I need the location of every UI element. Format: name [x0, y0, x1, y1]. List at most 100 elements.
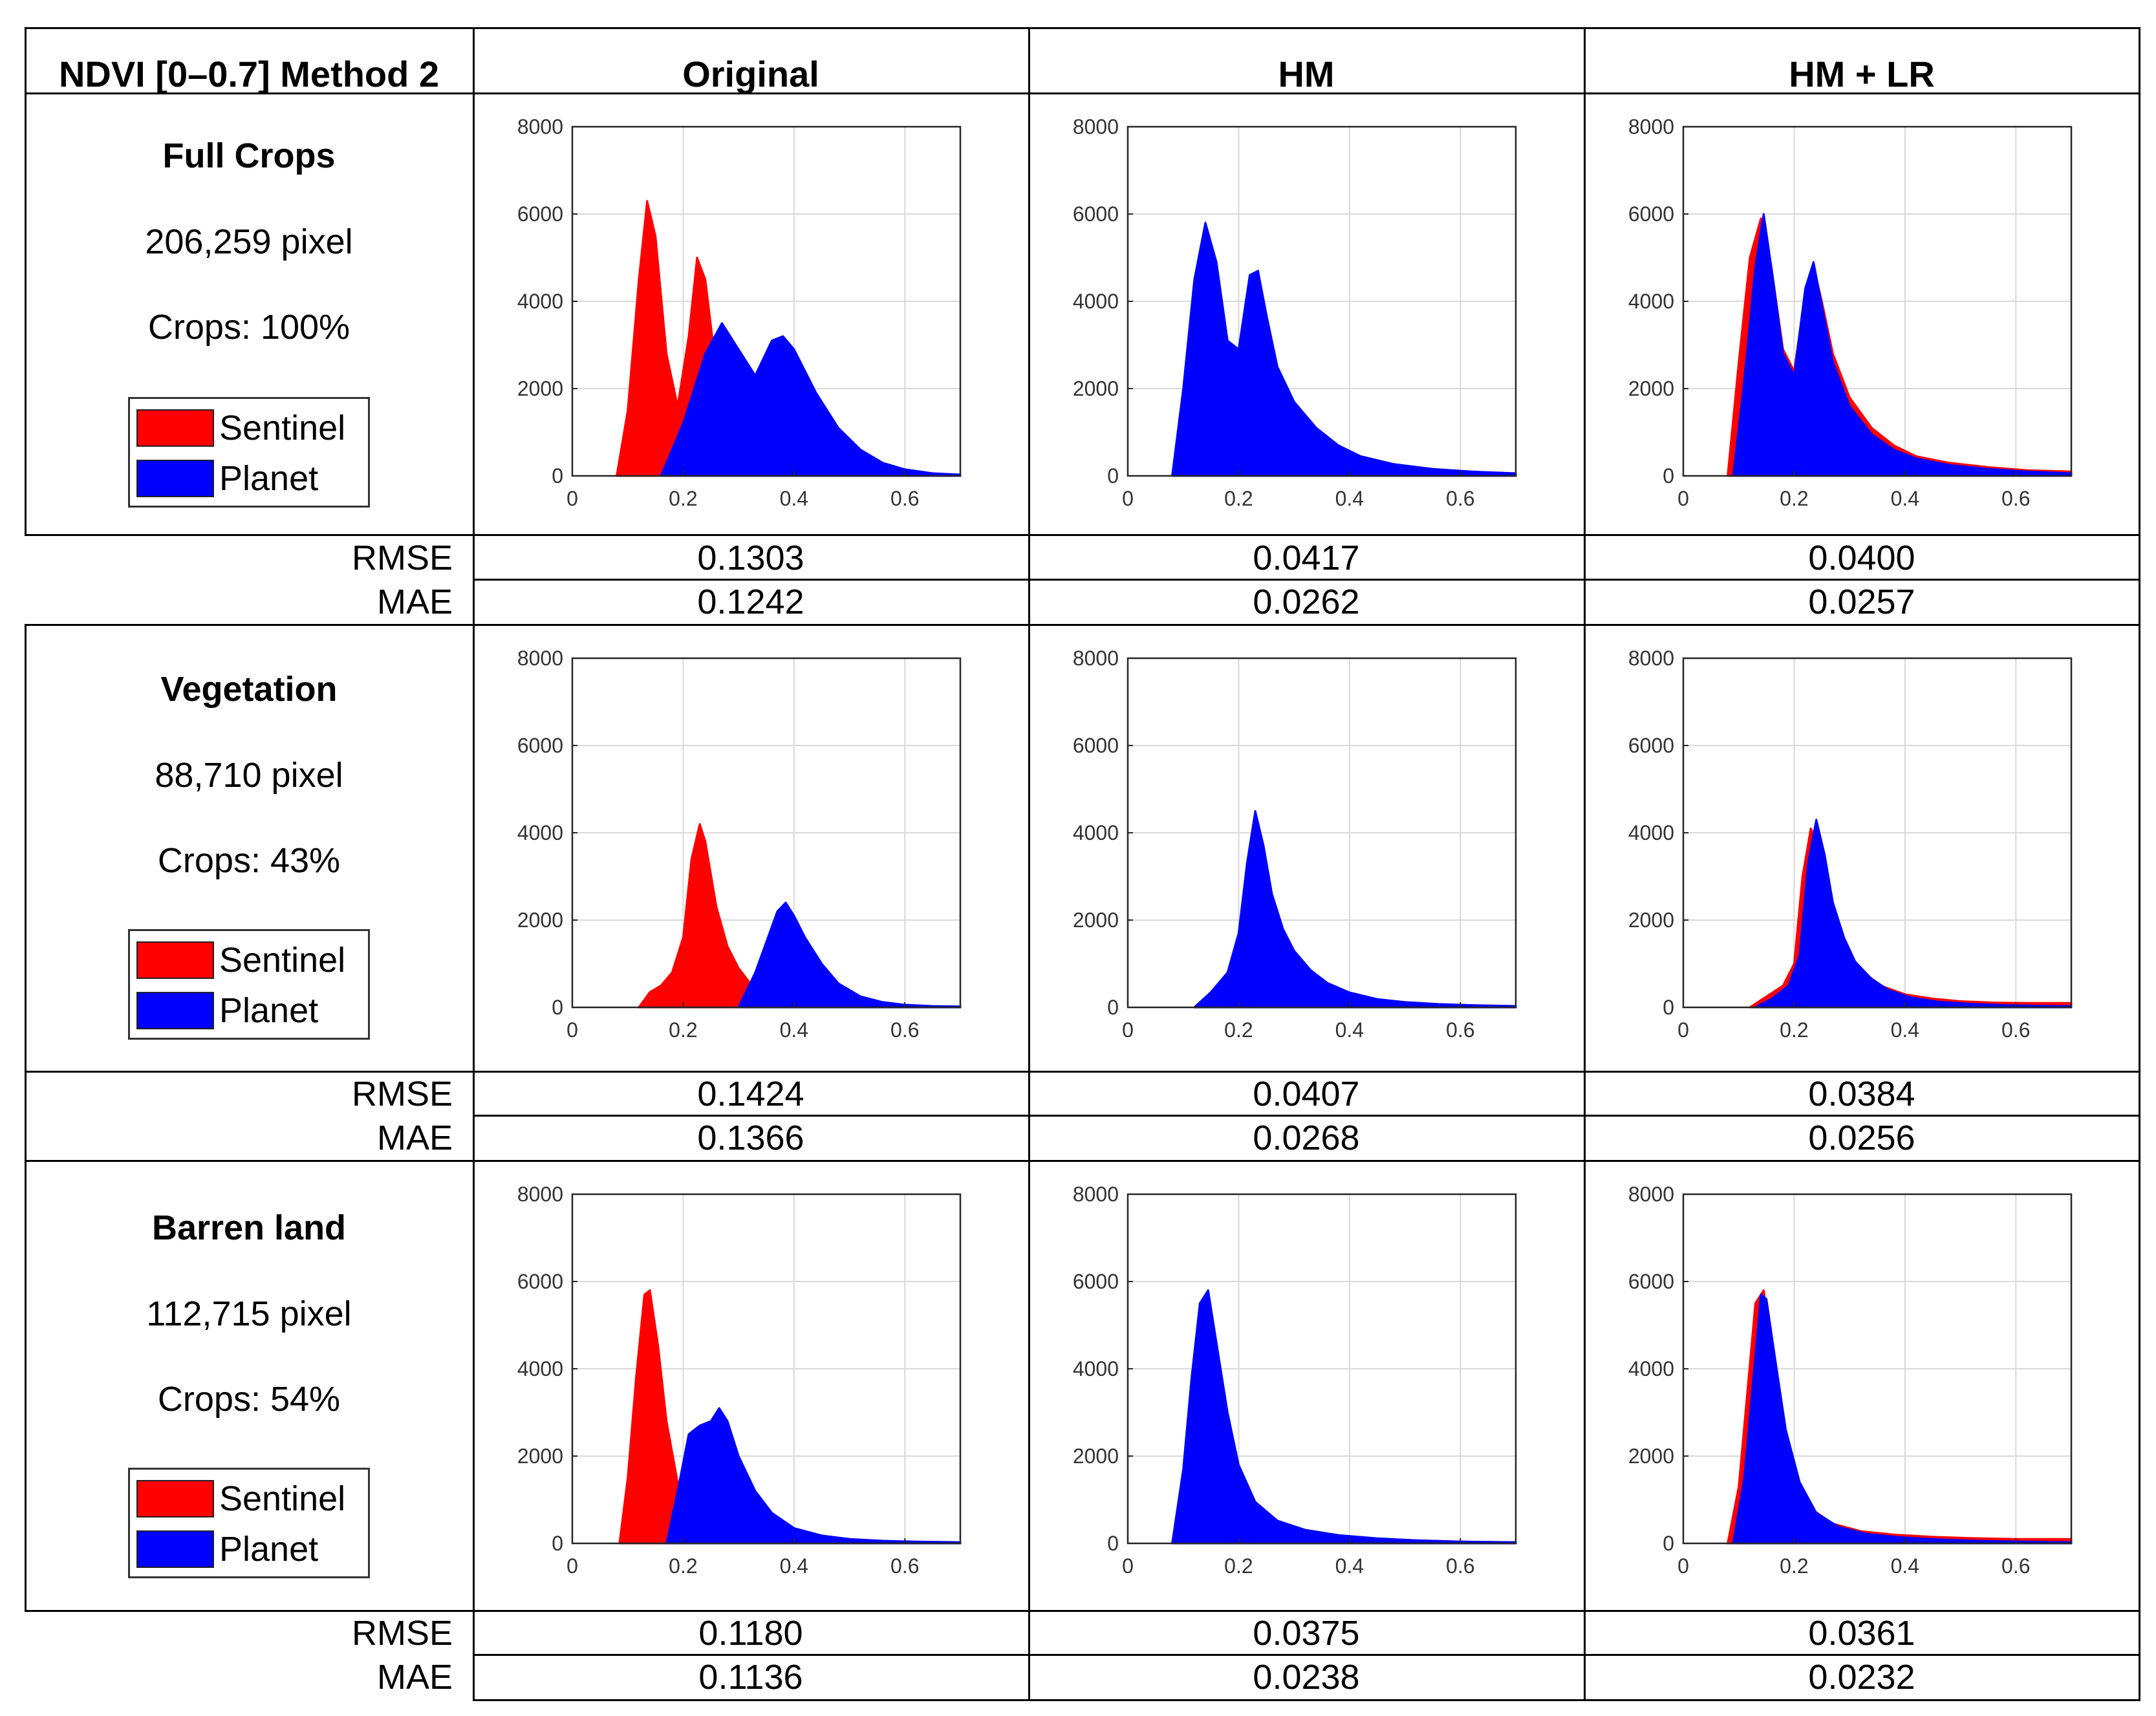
- row-title-vegetation: Vegetation: [160, 670, 338, 709]
- x-tick-label: 0.2: [669, 487, 697, 510]
- y-tick-label: 2000: [517, 1444, 563, 1468]
- rmse-value-barren-land-hm-lr: 0.0361: [1808, 1614, 1915, 1653]
- mae-value-barren-land-hm-lr: 0.0232: [1808, 1658, 1915, 1697]
- histogram-full-crops-hm: 0 0.2 0.4 0.6 0 2000 4000 6000 8000: [1073, 115, 1517, 510]
- x-tick-label: 0.6: [890, 487, 919, 510]
- x-tick-label: 0.6: [1446, 1018, 1474, 1042]
- rmse-label: RMSE: [351, 1614, 453, 1653]
- mae-value-full-crops-hm-lr: 0.0257: [1808, 583, 1915, 621]
- legend-label-planet: Planet: [219, 991, 319, 1030]
- y-tick-label: 0: [552, 464, 563, 488]
- mae-value-full-crops-original: 0.1242: [697, 583, 804, 621]
- x-tick-label: 0: [1677, 1018, 1689, 1042]
- series-area-planet: [1732, 1293, 2073, 1545]
- legend-label-sentinel: Sentinel: [219, 409, 346, 447]
- table-border: [25, 92, 2140, 94]
- legend-label-sentinel: Sentinel: [219, 1479, 346, 1518]
- table-border: [473, 1654, 2140, 1656]
- x-tick-label: 0.4: [780, 1018, 808, 1042]
- column-header-hm: HM: [1278, 53, 1335, 94]
- y-tick-label: 8000: [1073, 115, 1119, 138]
- x-tick-label: 0.4: [1335, 1018, 1364, 1042]
- rmse-value-full-crops-original: 0.1303: [697, 539, 804, 577]
- rmse-label: RMSE: [351, 1075, 453, 1113]
- x-tick-label: 0.4: [780, 487, 808, 510]
- histogram-full-crops-hm-lr: 0 0.2 0.4 0.6 0 2000 4000 6000 8000: [1628, 115, 2073, 510]
- legend-item-sentinel: Sentinel: [136, 407, 345, 449]
- y-tick-label: 2000: [517, 377, 563, 400]
- x-tick-label: 0.4: [1891, 1018, 1919, 1042]
- table-border: [473, 27, 475, 1701]
- legend-item-planet: Planet: [136, 457, 318, 500]
- rmse-value-barren-land-original: 0.1180: [698, 1614, 803, 1653]
- y-tick-label: 4000: [1073, 290, 1119, 313]
- y-tick-label: 0: [1663, 996, 1674, 1019]
- table-border: [25, 624, 2140, 626]
- x-tick-label: 0.4: [1891, 1554, 1919, 1578]
- legend-item-planet: Planet: [136, 1528, 318, 1571]
- table-border: [25, 1610, 2140, 1612]
- x-tick-label: 0.4: [1891, 487, 1919, 510]
- y-tick-label: 2000: [517, 908, 563, 932]
- mae-value-vegetation-original: 0.1366: [697, 1119, 804, 1157]
- y-tick-label: 8000: [1073, 647, 1119, 670]
- legend: Sentinel Planet: [128, 1468, 370, 1578]
- y-tick-label: 0: [1107, 464, 1119, 488]
- y-tick-label: 2000: [1628, 908, 1674, 932]
- mae-value-vegetation-hm-lr: 0.0256: [1808, 1119, 1915, 1157]
- x-tick-label: 0.4: [1335, 1554, 1364, 1578]
- x-tick-label: 0.6: [1446, 1554, 1474, 1578]
- series-area-planet: [660, 322, 962, 477]
- y-tick-label: 8000: [1628, 115, 1674, 138]
- y-tick-label: 4000: [1628, 290, 1674, 313]
- rmse-value-full-crops-hm-lr: 0.0400: [1808, 539, 1915, 577]
- y-tick-label: 0: [1663, 1532, 1674, 1555]
- x-tick-label: 0.2: [1224, 1554, 1253, 1578]
- legend: Sentinel Planet: [128, 929, 370, 1040]
- table-border: [2139, 27, 2140, 1701]
- planet-swatch: [136, 460, 214, 497]
- x-tick-label: 0: [566, 1018, 578, 1042]
- y-tick-label: 4000: [1073, 821, 1119, 844]
- y-tick-label: 0: [552, 1532, 563, 1555]
- row-pixels-barren-land: 112,715 pixel: [146, 1294, 352, 1333]
- table-border: [25, 27, 2140, 29]
- histogram-full-crops-original: 0 0.2 0.4 0.6 0 2000 4000 6000 8000: [517, 115, 962, 510]
- rmse-label: RMSE: [351, 539, 453, 577]
- table-border: [25, 27, 27, 536]
- x-tick-label: 0: [1677, 1554, 1689, 1578]
- y-tick-label: 4000: [517, 1357, 563, 1380]
- y-tick-label: 6000: [1073, 734, 1119, 757]
- mae-label: MAE: [376, 1658, 453, 1697]
- rmse-value-barren-land-hm: 0.0375: [1253, 1614, 1360, 1653]
- x-tick-label: 0.2: [669, 1554, 697, 1578]
- corner-header: NDVI [0–0.7] Method 2: [58, 53, 440, 94]
- rmse-value-vegetation-hm-lr: 0.0384: [1808, 1075, 1915, 1113]
- y-tick-label: 6000: [517, 1270, 563, 1293]
- sentinel-swatch: [136, 941, 214, 979]
- row-pixels-full-crops: 206,259 pixel: [145, 222, 353, 261]
- sentinel-swatch: [136, 1480, 214, 1518]
- legend-item-sentinel: Sentinel: [136, 939, 345, 981]
- table-border: [25, 1160, 27, 1612]
- planet-swatch: [136, 1530, 214, 1568]
- table-border: [473, 1699, 2140, 1701]
- histogram-barren-land-original: 0 0.2 0.4 0.6 0 2000 4000 6000 8000: [517, 1183, 962, 1578]
- legend-item-planet: Planet: [136, 989, 318, 1032]
- rmse-value-vegetation-hm: 0.0407: [1253, 1075, 1360, 1113]
- y-tick-label: 6000: [1628, 734, 1674, 757]
- x-tick-label: 0.6: [890, 1554, 919, 1578]
- series-area-planet: [1171, 1289, 1517, 1545]
- legend-label-sentinel: Sentinel: [219, 941, 346, 980]
- series-area-planet: [1193, 810, 1517, 1009]
- series-area-planet: [1732, 213, 2073, 477]
- legend-item-sentinel: Sentinel: [136, 1477, 345, 1520]
- y-tick-label: 6000: [1073, 202, 1119, 226]
- y-tick-label: 8000: [517, 115, 563, 138]
- table-border: [25, 624, 27, 1162]
- y-tick-label: 8000: [517, 647, 563, 670]
- x-tick-label: 0.2: [669, 1018, 697, 1042]
- x-tick-label: 0.4: [1335, 487, 1364, 510]
- x-tick-label: 0.6: [2001, 1018, 2030, 1042]
- series-area-planet: [665, 1407, 962, 1545]
